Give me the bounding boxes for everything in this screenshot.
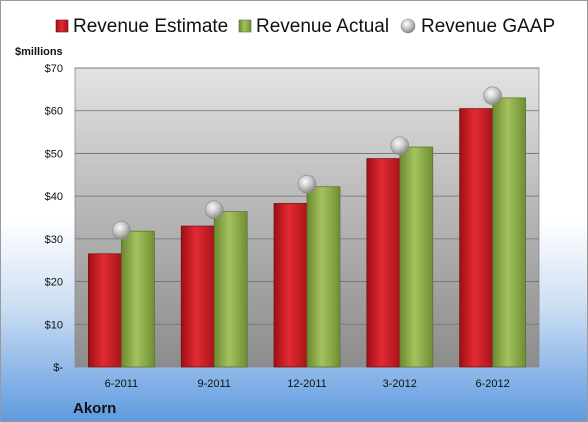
y-tick-label: $- (53, 362, 63, 374)
marker-revenue-gaap (112, 221, 131, 240)
y-unit-label: $millions (15, 46, 63, 58)
y-tick-label: $20 (45, 277, 63, 289)
legend-label-estimate: Revenue Estimate (73, 16, 228, 37)
marker-revenue-gaap (297, 174, 317, 194)
bar-revenue-actual (306, 186, 341, 368)
legend: Revenue Estimate Revenue Actual Revenue … (55, 16, 555, 37)
legend-label-actual: Revenue Actual (256, 16, 389, 37)
marker-layer (112, 86, 502, 240)
y-tick-label: $40 (45, 191, 63, 203)
y-tick-label: $60 (45, 106, 63, 118)
bar-revenue-estimate (88, 253, 122, 368)
company-name: Akorn (73, 400, 116, 417)
marker-revenue-gaap (483, 86, 502, 106)
y-tick-label: $30 (45, 234, 63, 246)
marker-revenue-gaap (204, 200, 224, 220)
marker-revenue-gaap (390, 136, 410, 156)
bar-revenue-actual (492, 97, 526, 368)
x-category-label: 3-2012 (383, 378, 417, 390)
x-category-label: 6-2011 (105, 378, 138, 390)
bar-layer (88, 97, 526, 368)
x-category-label: 9-2011 (197, 378, 230, 390)
bar-revenue-actual (213, 211, 248, 368)
x-category-label: 12-2011 (287, 378, 327, 390)
bar-revenue-actual (399, 146, 434, 368)
y-tick-label: $70 (45, 63, 63, 75)
x-category-label: 6-2012 (475, 378, 509, 390)
x-category-labels: 6-2011 9-2011 12-2011 3-2012 6-2012 (105, 378, 510, 390)
y-tick-label: $50 (45, 148, 63, 160)
bar-revenue-estimate (459, 108, 493, 368)
bar-revenue-estimate (273, 203, 308, 368)
legend-swatch-actual (238, 19, 252, 33)
legend-swatch-estimate (55, 19, 69, 33)
y-tick-labels: $- $10 $20 $30 $40 $50 $60 $70 (45, 63, 64, 374)
bar-revenue-actual (121, 230, 155, 368)
y-tick-label: $10 (45, 319, 63, 331)
legend-label-gaap: Revenue GAAP (421, 16, 555, 37)
legend-marker-gaap (400, 18, 416, 34)
bar-revenue-estimate (180, 225, 215, 368)
bar-revenue-estimate (366, 158, 401, 368)
